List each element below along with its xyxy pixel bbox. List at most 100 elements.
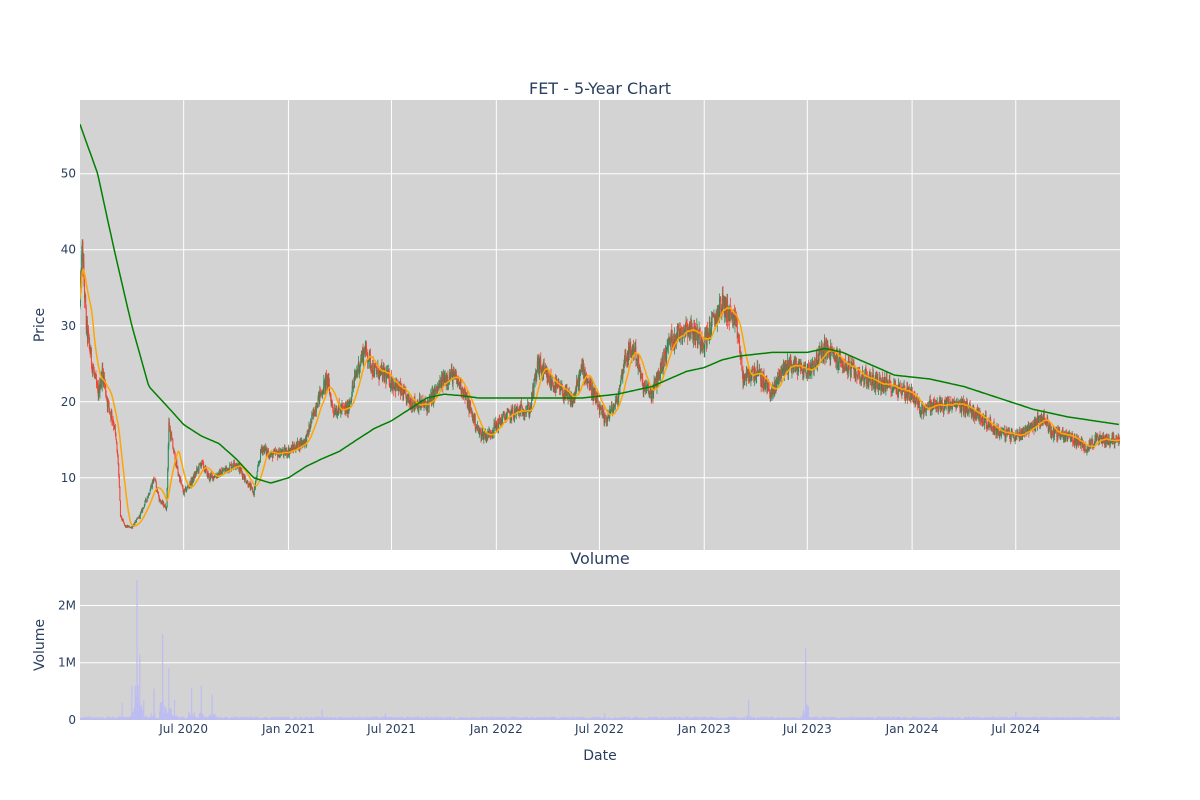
candle <box>770 387 772 398</box>
candle <box>212 475 214 482</box>
candle-body <box>694 331 696 340</box>
candle <box>319 385 321 405</box>
candle <box>294 441 296 451</box>
candle-body <box>161 501 163 503</box>
candle-body <box>273 450 275 452</box>
candle-body <box>915 399 917 402</box>
candle <box>449 368 451 386</box>
candle-body <box>711 317 713 330</box>
candle <box>951 400 953 413</box>
candle <box>227 467 229 474</box>
candle <box>942 409 944 417</box>
candle <box>107 397 109 412</box>
candle <box>266 447 268 456</box>
candle <box>88 324 90 336</box>
candle-body <box>733 313 735 316</box>
candle-body <box>81 254 83 285</box>
candle <box>481 434 483 442</box>
candle <box>577 379 579 387</box>
candle-body <box>872 373 874 387</box>
candle <box>118 462 120 479</box>
candle <box>871 374 873 391</box>
candle-body <box>616 396 618 402</box>
candle-body <box>202 461 204 463</box>
candle-body <box>707 333 709 334</box>
candle-body <box>878 386 880 391</box>
candle <box>696 323 698 349</box>
candle-body <box>348 406 350 414</box>
candle <box>733 304 735 326</box>
candle <box>328 373 330 387</box>
candle <box>364 345 366 357</box>
candle <box>550 368 552 390</box>
candle <box>578 369 580 391</box>
candle <box>406 395 408 407</box>
candle-body <box>999 430 1001 434</box>
candle <box>364 340 366 358</box>
candle-body <box>235 464 237 467</box>
candle <box>453 367 455 379</box>
candle-body <box>219 470 221 472</box>
candle-body <box>326 375 328 386</box>
candle <box>846 363 848 372</box>
candle-body <box>975 413 977 416</box>
candle-body <box>147 497 149 498</box>
candle-body <box>587 381 589 383</box>
candle-body <box>124 524 126 526</box>
candle <box>297 440 299 450</box>
candle-body <box>379 369 381 379</box>
candle <box>929 395 931 404</box>
candle <box>193 471 195 480</box>
candle <box>219 468 221 477</box>
candle-body <box>811 361 813 366</box>
candle <box>642 382 644 398</box>
candle-body <box>186 489 188 492</box>
candle <box>395 383 397 398</box>
candle <box>478 428 480 439</box>
candle <box>147 496 149 498</box>
candle-body <box>244 475 246 478</box>
candle-body <box>445 378 447 386</box>
candle-body <box>94 374 96 376</box>
candle-body <box>203 462 205 469</box>
candle-body <box>883 381 885 391</box>
candle-body <box>942 408 944 410</box>
candle-body <box>404 390 406 393</box>
candle-body <box>647 384 649 393</box>
candle-body <box>695 330 697 341</box>
candle-body <box>672 341 674 344</box>
candle <box>1020 435 1022 441</box>
candle <box>126 525 128 528</box>
candle <box>514 408 516 413</box>
candle-body <box>224 468 226 470</box>
candle <box>917 401 919 411</box>
candle-body <box>323 380 325 382</box>
candle <box>600 405 602 411</box>
candle-body <box>745 370 747 380</box>
candle <box>977 408 979 419</box>
candle-body <box>881 378 883 391</box>
candle-body <box>548 376 550 383</box>
candle-body <box>554 378 556 389</box>
candle-body <box>848 360 850 364</box>
candle-body <box>335 413 337 415</box>
candle-body <box>970 410 972 412</box>
candle-body <box>750 378 752 380</box>
candle <box>684 322 686 338</box>
candle <box>479 426 481 436</box>
candle <box>213 474 215 479</box>
candle-body <box>467 399 469 406</box>
candle-body <box>597 397 599 407</box>
candle <box>747 368 749 374</box>
candle-body <box>815 363 817 366</box>
candle <box>209 473 211 481</box>
candle-body <box>826 340 828 345</box>
candle-body <box>908 387 910 398</box>
candle-body <box>811 365 813 373</box>
candle-body <box>804 363 806 367</box>
candle-body <box>420 401 422 406</box>
candle-body <box>649 390 651 393</box>
candle <box>610 405 612 415</box>
candle <box>684 325 686 333</box>
